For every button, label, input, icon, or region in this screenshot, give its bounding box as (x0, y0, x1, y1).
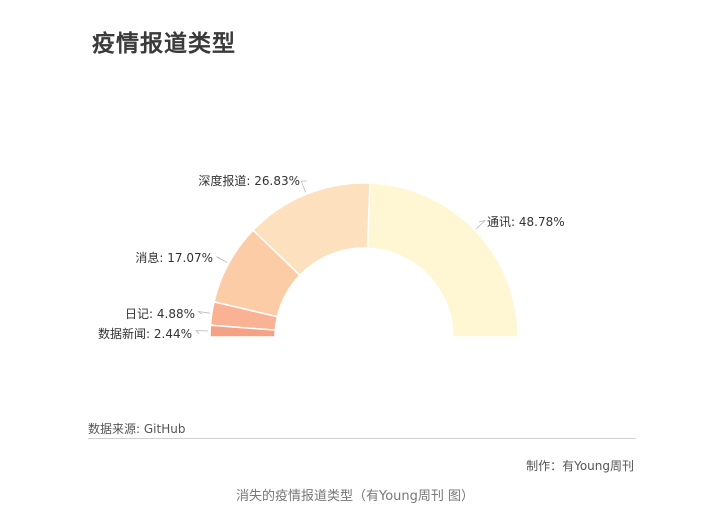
leader-line-3 (197, 310, 210, 315)
image-caption: 消失的疫情报道类型（有Young周刊 图） (235, 489, 475, 504)
leader-line-4 (195, 330, 209, 335)
leader-line-1 (300, 180, 308, 193)
slice-4 (209, 324, 277, 338)
leader-line-0 (476, 219, 487, 230)
leader-line-2 (216, 256, 228, 263)
data-source: 数据来源: GitHub (88, 422, 186, 436)
slice-label-1: 深度报道: 26.83% (198, 173, 300, 188)
slice-label-0: 通讯: 48.78% (487, 215, 565, 229)
slice-label-2: 消息: 17.07% (135, 250, 213, 265)
slice-0 (366, 182, 519, 338)
slice-label-3: 日记: 4.88% (125, 307, 195, 321)
chart-title: 疫情报道类型 (92, 31, 236, 57)
maker-credit: 制作：有Young周刊 (526, 459, 634, 473)
divider (88, 438, 636, 439)
slice-label-4: 数据新闻: 2.44% (98, 326, 192, 341)
